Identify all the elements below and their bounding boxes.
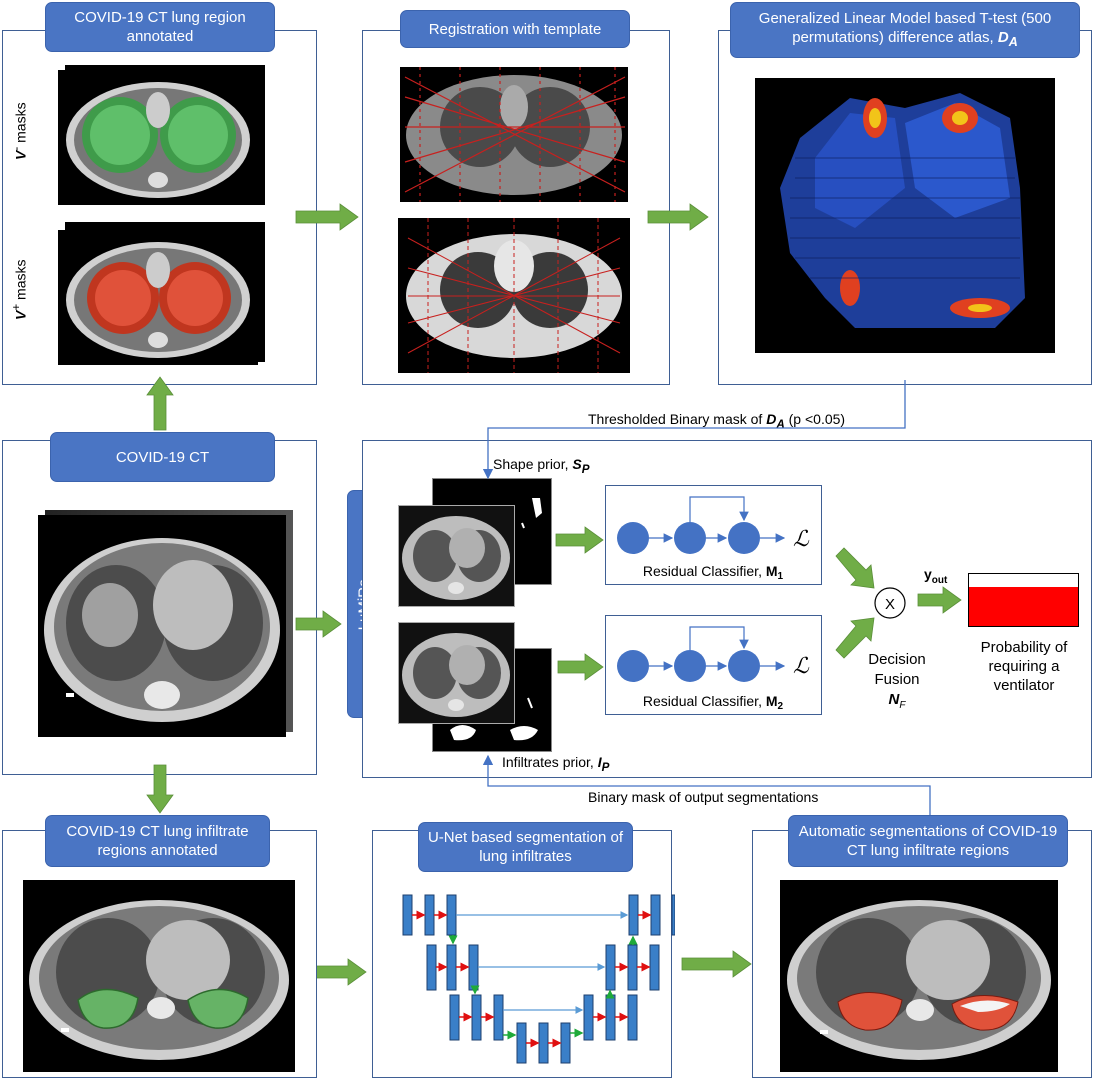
ct-image-v-minus [58,70,258,205]
title-annotated-lung: COVID-19 CT lung region annotated [45,2,275,52]
title-infiltrate-annotated: COVID-19 CT lung infiltrate regions anno… [45,815,270,867]
unet-diagram [402,894,675,1064]
label-y-out: yout [924,566,948,586]
infiltrate-annotated-image [23,880,295,1072]
title-unet: U-Net based segmentation of lung infiltr… [418,822,633,872]
residual-classifier-1 [605,485,822,585]
label-thresholded-mask: Thresholded Binary mask of DA (p <0.05) [588,411,846,431]
ct-slice-2 [398,622,515,724]
difference-atlas-image [755,78,1055,353]
probability-bar-fill [969,587,1078,626]
label-v-minus-masks: V- masks [10,102,29,160]
label-shape-prior: Shape prior, SP [493,456,590,476]
infiltrates-prior-mask-detail [450,697,538,741]
arrow-unet-to-auto-seg [681,950,752,978]
registration-image-top [400,67,628,202]
ct-slice-1 [398,505,515,607]
label-probability: Probability of requiring a ventilator [980,639,1068,694]
ct-image-v-plus [58,230,258,365]
label-infiltrates-prior: Infiltrates prior, IP [502,754,610,774]
label-decision-fusion: Decision Fusion NF [868,651,926,711]
auto-segmentation-image [780,880,1058,1072]
covid-ct-image [38,515,286,737]
residual-classifier-2 [605,615,822,715]
label-binary-mask-output: Binary mask of output segmentations [588,789,819,805]
title-glm: Generalized Linear Model based T-test (5… [730,2,1080,58]
probability-bar [968,573,1079,627]
title-covid-ct: COVID-19 CT [50,432,275,482]
title-registration: Registration with template [400,10,630,48]
registration-image-bottom [398,218,630,373]
title-auto-segmentation: Automatic segmentations of COVID-19 CT l… [788,815,1068,867]
label-v-plus-masks: V+ masks [10,259,29,321]
shape-prior-mask-detail [521,498,542,529]
